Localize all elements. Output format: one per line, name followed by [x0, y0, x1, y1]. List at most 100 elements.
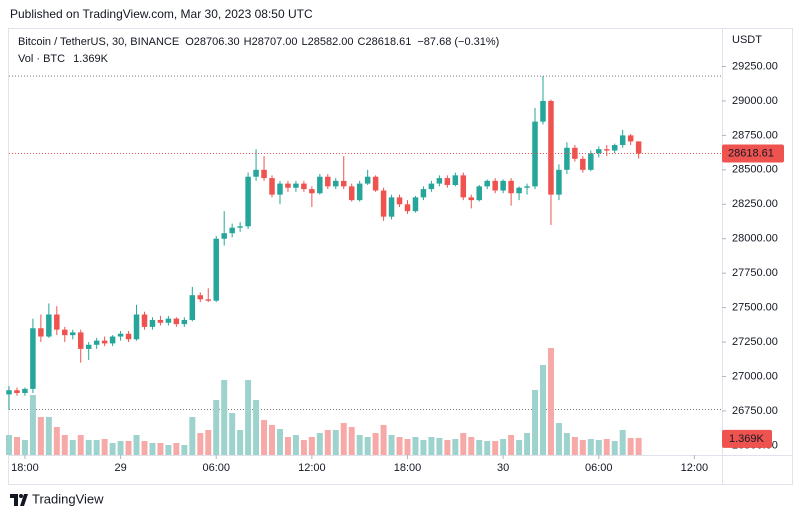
y-tick-label: 29250.00 — [732, 60, 778, 72]
candle-body — [333, 180, 339, 187]
candle-body — [101, 340, 108, 344]
candle-body — [619, 135, 626, 146]
candle-body — [580, 158, 586, 170]
volume-bar — [261, 420, 268, 455]
volume-bar — [563, 433, 570, 455]
candle-body — [309, 189, 315, 194]
candle-body — [596, 149, 602, 154]
volume-bar — [428, 437, 435, 455]
candle-body — [205, 299, 211, 301]
candle-body — [141, 314, 148, 327]
logo-icon — [10, 494, 28, 506]
volume-bar — [452, 439, 459, 455]
candle-body — [556, 169, 562, 195]
candle-body — [261, 169, 267, 179]
axis-unit: USDT — [732, 34, 762, 46]
candle-body — [221, 233, 227, 239]
last-price-box — [722, 144, 784, 163]
y-tick-label: 27500.00 — [732, 301, 778, 313]
volume-bar — [125, 441, 132, 455]
volume-bar — [539, 365, 546, 455]
volume-bar — [579, 440, 586, 455]
x-tick-label: 12:00 — [681, 462, 709, 474]
volume-bar — [388, 435, 395, 455]
legend-value: 28582.00 — [308, 36, 354, 48]
candle-body — [524, 186, 530, 188]
candle-body — [54, 314, 60, 330]
volume-bar — [85, 440, 92, 455]
volume-bar — [603, 439, 610, 455]
x-tick-label: 06:00 — [585, 462, 613, 474]
volume-bar — [149, 443, 156, 455]
candle-body — [444, 178, 451, 185]
volume-bar — [29, 395, 36, 455]
volume-bar — [197, 433, 204, 455]
volume-bar — [165, 445, 172, 455]
candle-body — [340, 180, 347, 187]
candle-body — [157, 319, 164, 323]
volume-bar — [141, 441, 148, 455]
candle-body — [436, 178, 443, 184]
candle-body — [428, 183, 435, 190]
volume-bar — [500, 439, 507, 455]
volume-bar — [189, 417, 196, 455]
candle-body — [293, 183, 299, 188]
candle-body — [364, 176, 371, 184]
candle-body — [484, 180, 490, 187]
legend-value: 28618.61 — [365, 36, 411, 48]
volume-bar — [404, 439, 411, 455]
candle-body — [396, 197, 403, 205]
volume-bar — [476, 440, 483, 455]
volume-bar — [300, 440, 307, 455]
candle-body — [22, 388, 28, 394]
candle-body — [30, 328, 36, 389]
volume-bar — [37, 417, 44, 455]
candle-body — [245, 176, 251, 227]
candle-body — [540, 100, 546, 122]
volume-bar — [484, 441, 491, 455]
volume-bar — [53, 427, 60, 455]
candle-body — [237, 226, 243, 228]
volume-bar — [571, 437, 578, 455]
legend-title: Bitcoin / TetherUS, 30, BINANCE — [18, 36, 179, 48]
volume-bar — [587, 439, 594, 455]
volume-bar — [524, 433, 531, 455]
volume-bar — [595, 440, 602, 455]
volume-bar — [436, 438, 443, 455]
volume-bar — [316, 433, 323, 455]
candle-body — [117, 333, 124, 337]
y-tick-label: 27000.00 — [732, 370, 778, 382]
candle-body — [604, 149, 610, 151]
volume-value-label: 1.369K — [729, 433, 765, 445]
volume-bar — [61, 435, 68, 455]
candle-body — [165, 318, 172, 323]
candle-body — [149, 319, 156, 327]
x-tick-label: 30 — [497, 462, 509, 474]
volume-bar — [229, 413, 236, 455]
candle-body — [93, 340, 100, 345]
candle-body — [564, 147, 570, 170]
candle-body — [420, 189, 427, 198]
volume-bar — [532, 390, 539, 455]
candle-body — [572, 147, 578, 159]
candle-body — [404, 204, 411, 212]
legend-key: O — [185, 36, 194, 48]
volume-bar — [6, 435, 12, 455]
volume-bar — [284, 437, 291, 455]
volume-bar — [21, 440, 28, 455]
candle-body — [173, 318, 180, 325]
volume-bar — [324, 430, 331, 455]
x-tick-label: 18:00 — [11, 462, 39, 474]
volume-title: Vol · BTC — [18, 53, 65, 65]
y-tick-label: 27250.00 — [732, 336, 778, 348]
volume-bar — [13, 437, 20, 455]
volume-bar — [364, 437, 371, 455]
y-tick-label: 28250.00 — [732, 198, 778, 210]
candle-body — [125, 333, 132, 340]
volume-bar — [269, 425, 276, 455]
candle-body — [14, 390, 20, 394]
x-tick-label: 12:00 — [298, 462, 326, 474]
candle-body — [452, 175, 459, 185]
candle-body — [46, 314, 52, 337]
volume-value-box — [722, 429, 772, 448]
